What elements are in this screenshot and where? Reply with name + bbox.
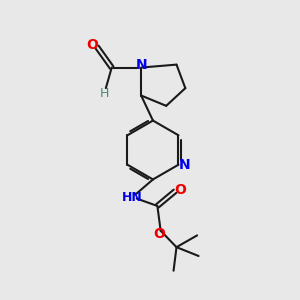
Text: N: N xyxy=(135,58,147,72)
Text: N: N xyxy=(179,158,191,172)
Text: O: O xyxy=(86,38,98,52)
Text: O: O xyxy=(174,183,186,197)
Text: O: O xyxy=(153,227,165,241)
Text: HN: HN xyxy=(122,190,143,204)
Text: H: H xyxy=(100,87,109,100)
